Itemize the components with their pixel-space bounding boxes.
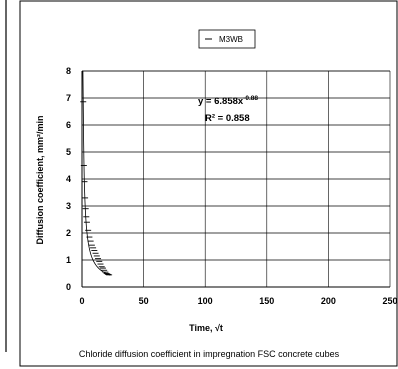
y-tick-label-5: 5 <box>66 147 71 157</box>
x-tick-label-250: 250 <box>382 296 397 306</box>
y-tick-label-8: 8 <box>66 66 71 76</box>
y-tick-label-2: 2 <box>66 228 71 238</box>
plot-border <box>81 70 391 288</box>
x-axis-label: Time, √t <box>189 323 223 333</box>
x-tick-label-150: 150 <box>259 296 274 306</box>
y-ticks: 0 1 2 3 4 5 6 7 8 <box>66 66 71 292</box>
y-tick-label-4: 4 <box>66 174 71 184</box>
x-tick-label-100: 100 <box>198 296 213 306</box>
y-tick-label-3: 3 <box>66 201 71 211</box>
chart-frame <box>19 0 398 367</box>
y-tick-label-6: 6 <box>66 120 71 130</box>
trendline-r2: R² = 0.858 <box>205 113 250 124</box>
data-points <box>80 101 113 276</box>
legend-box <box>198 29 256 49</box>
chart-caption: Chloride diffusion coefficient in impreg… <box>79 349 340 359</box>
y-tick-label-7: 7 <box>66 93 71 103</box>
x-tick-label-50: 50 <box>139 296 149 306</box>
y-tick-label-0: 0 <box>66 282 71 292</box>
x-tick-label-0: 0 <box>79 296 84 306</box>
trendline-equation: y = 6.858x-0.88 <box>198 95 258 107</box>
legend-label-m3wb: M3WB <box>219 35 243 44</box>
legend: M3WB <box>198 29 256 49</box>
x-tick-label-200: 200 <box>321 296 336 306</box>
y-axis-label: Diffusion coefficient, mm²/min <box>35 115 45 244</box>
y-tick-label-1: 1 <box>66 255 71 265</box>
trendline-curve <box>82 70 111 276</box>
x-ticks: 0 50 100 150 200 250 <box>79 296 397 306</box>
